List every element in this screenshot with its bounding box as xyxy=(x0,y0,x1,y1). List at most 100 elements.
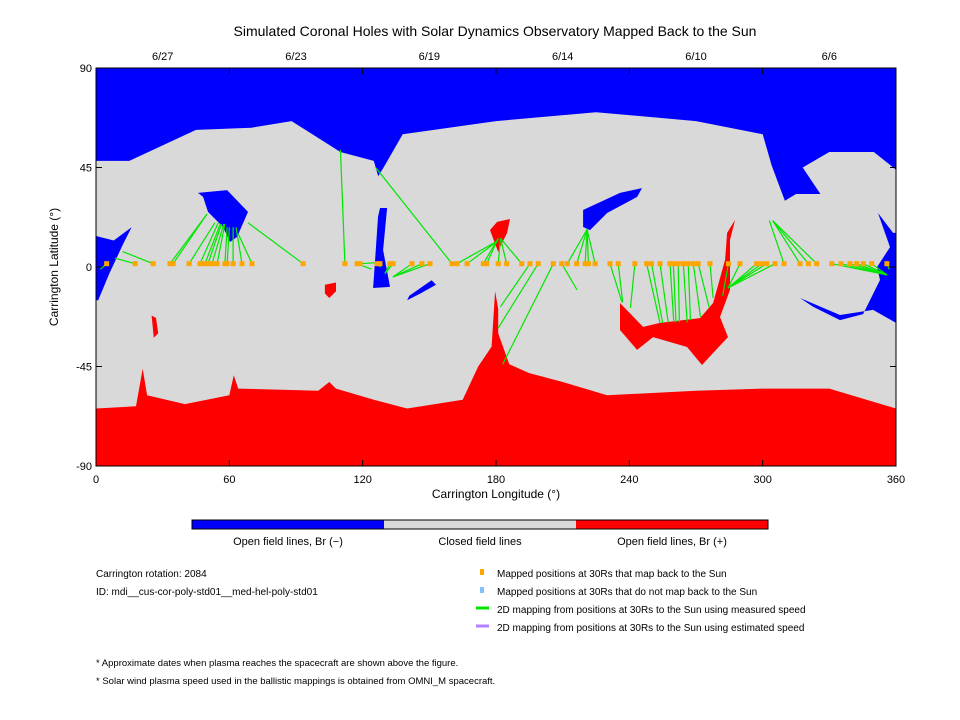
map-area xyxy=(95,67,897,467)
mapping-line xyxy=(566,229,588,264)
mapped-position-dot xyxy=(374,261,380,267)
mapped-position-dot xyxy=(649,261,655,267)
mapping-line xyxy=(609,263,623,303)
colorbar-frame xyxy=(191,519,769,530)
mapped-position-dot xyxy=(781,261,787,267)
mapping-line xyxy=(677,263,680,323)
mapped-position-dot xyxy=(427,261,433,267)
mapping-line xyxy=(466,239,499,265)
mapping-line xyxy=(499,237,523,265)
date-label: 6/19 xyxy=(419,51,440,63)
y-tick-label: 0 xyxy=(86,262,92,274)
mapped-position-dot xyxy=(582,261,588,267)
mapped-position-dot xyxy=(847,261,853,267)
mapping-line xyxy=(697,263,710,309)
mapped-position-dot xyxy=(615,261,621,267)
colorbar-closed xyxy=(384,520,576,529)
mapped-position-dot xyxy=(170,261,176,267)
mapping-line xyxy=(247,222,304,265)
mapping-line xyxy=(375,167,453,265)
mapping-line xyxy=(122,250,154,265)
mapped-position-dot xyxy=(607,261,613,267)
blue-hole-lon55 xyxy=(198,190,248,242)
mapped-position-dot xyxy=(167,261,173,267)
mapped-position-dot xyxy=(869,261,875,267)
mapping-line xyxy=(339,149,346,264)
mapped-position-dot xyxy=(527,261,533,267)
mapped-position-dot xyxy=(454,261,460,267)
mapped-position-dot xyxy=(209,261,215,267)
mapped-position-dot xyxy=(150,261,156,267)
mapping-line xyxy=(576,229,588,264)
x-tick-label: 300 xyxy=(753,474,771,486)
legend-orange-square-icon xyxy=(480,569,484,575)
mapped-position-dot xyxy=(814,261,820,267)
mapped-position-dot xyxy=(695,261,701,267)
mapped-position-dot xyxy=(504,261,510,267)
mapping-line xyxy=(772,220,801,265)
mapped-position-dot xyxy=(230,261,236,267)
mapped-position-dot xyxy=(764,261,770,267)
y-tick-label: 90 xyxy=(80,63,92,75)
mapping-line xyxy=(172,213,208,265)
mapping-line xyxy=(188,222,216,265)
mapping-line xyxy=(499,263,531,308)
mapped-position-dot xyxy=(805,261,811,267)
coronal-hole-regions xyxy=(96,68,896,466)
date-label: 6/27 xyxy=(152,51,173,63)
mapped-position-dots xyxy=(104,261,890,267)
mapped-position-dot xyxy=(132,261,138,267)
mapping-line xyxy=(617,263,624,303)
mapping-line xyxy=(237,233,253,264)
mapping-line xyxy=(669,263,675,323)
mapped-position-dot xyxy=(104,261,110,267)
mapping-line xyxy=(561,263,578,291)
mapped-position-dot xyxy=(354,261,360,267)
mapped-position-dot xyxy=(707,261,713,267)
colorbar-label-open-positive: Open field lines, Br (+) xyxy=(617,536,727,548)
colorbar: Open field lines, Br (−) Closed field li… xyxy=(191,519,769,548)
mapped-position-dot xyxy=(484,261,490,267)
mapped-position-dot xyxy=(884,261,890,267)
mapped-position-dot xyxy=(632,261,638,267)
model-id: ID: mdi__cus-cor-poly-std01__med-hel-pol… xyxy=(96,587,318,598)
mapped-position-dot xyxy=(550,261,556,267)
x-tick-label: 240 xyxy=(620,474,638,486)
chart-title: Simulated Coronal Holes with Solar Dynam… xyxy=(234,23,757,39)
mapped-position-dot xyxy=(564,261,570,267)
blue-hole-right-edge xyxy=(800,213,896,323)
carrington-rotation: Carrington rotation: 2084 xyxy=(96,569,207,580)
x-tick-label: 180 xyxy=(487,474,505,486)
mapped-position-dot xyxy=(186,261,192,267)
red-hole-lon180 xyxy=(490,219,510,252)
blue-hole-lon128 xyxy=(373,208,390,288)
mapped-position-dot xyxy=(249,261,255,267)
y-tick-label: -90 xyxy=(76,461,92,473)
footnote-dates: * Approximate dates when plasma reaches … xyxy=(96,658,458,669)
colorbar-open-negative xyxy=(192,520,384,529)
y-tick-label: -45 xyxy=(76,362,92,374)
mapped-position-dot xyxy=(574,261,580,267)
mapped-position-dot xyxy=(754,261,760,267)
legend-item-mapped: Mapped positions at 30Rs that map back t… xyxy=(497,569,727,580)
mapped-position-dot xyxy=(419,261,425,267)
mapping-line xyxy=(629,263,636,308)
mapping-line xyxy=(392,263,413,278)
mapped-position-dot xyxy=(202,261,208,267)
mapping-line xyxy=(586,229,590,264)
mapped-position-dot xyxy=(725,261,731,267)
mapping-line xyxy=(768,220,785,264)
red-hole-lon105 xyxy=(324,282,336,298)
mapping-line xyxy=(216,223,226,264)
mapping-line xyxy=(586,229,596,264)
mapping-line xyxy=(456,239,499,265)
mapped-position-dot xyxy=(387,261,393,267)
date-label: 6/10 xyxy=(685,51,706,63)
legend: Mapped positions at 30Rs that map back t… xyxy=(476,569,806,634)
mapping-line xyxy=(207,223,223,264)
blue-hole-lon148 xyxy=(407,280,436,301)
mapped-position-dot xyxy=(592,261,598,267)
mapping-line xyxy=(226,227,230,264)
mapped-position-dot xyxy=(409,261,415,267)
mapping-line xyxy=(650,263,664,324)
